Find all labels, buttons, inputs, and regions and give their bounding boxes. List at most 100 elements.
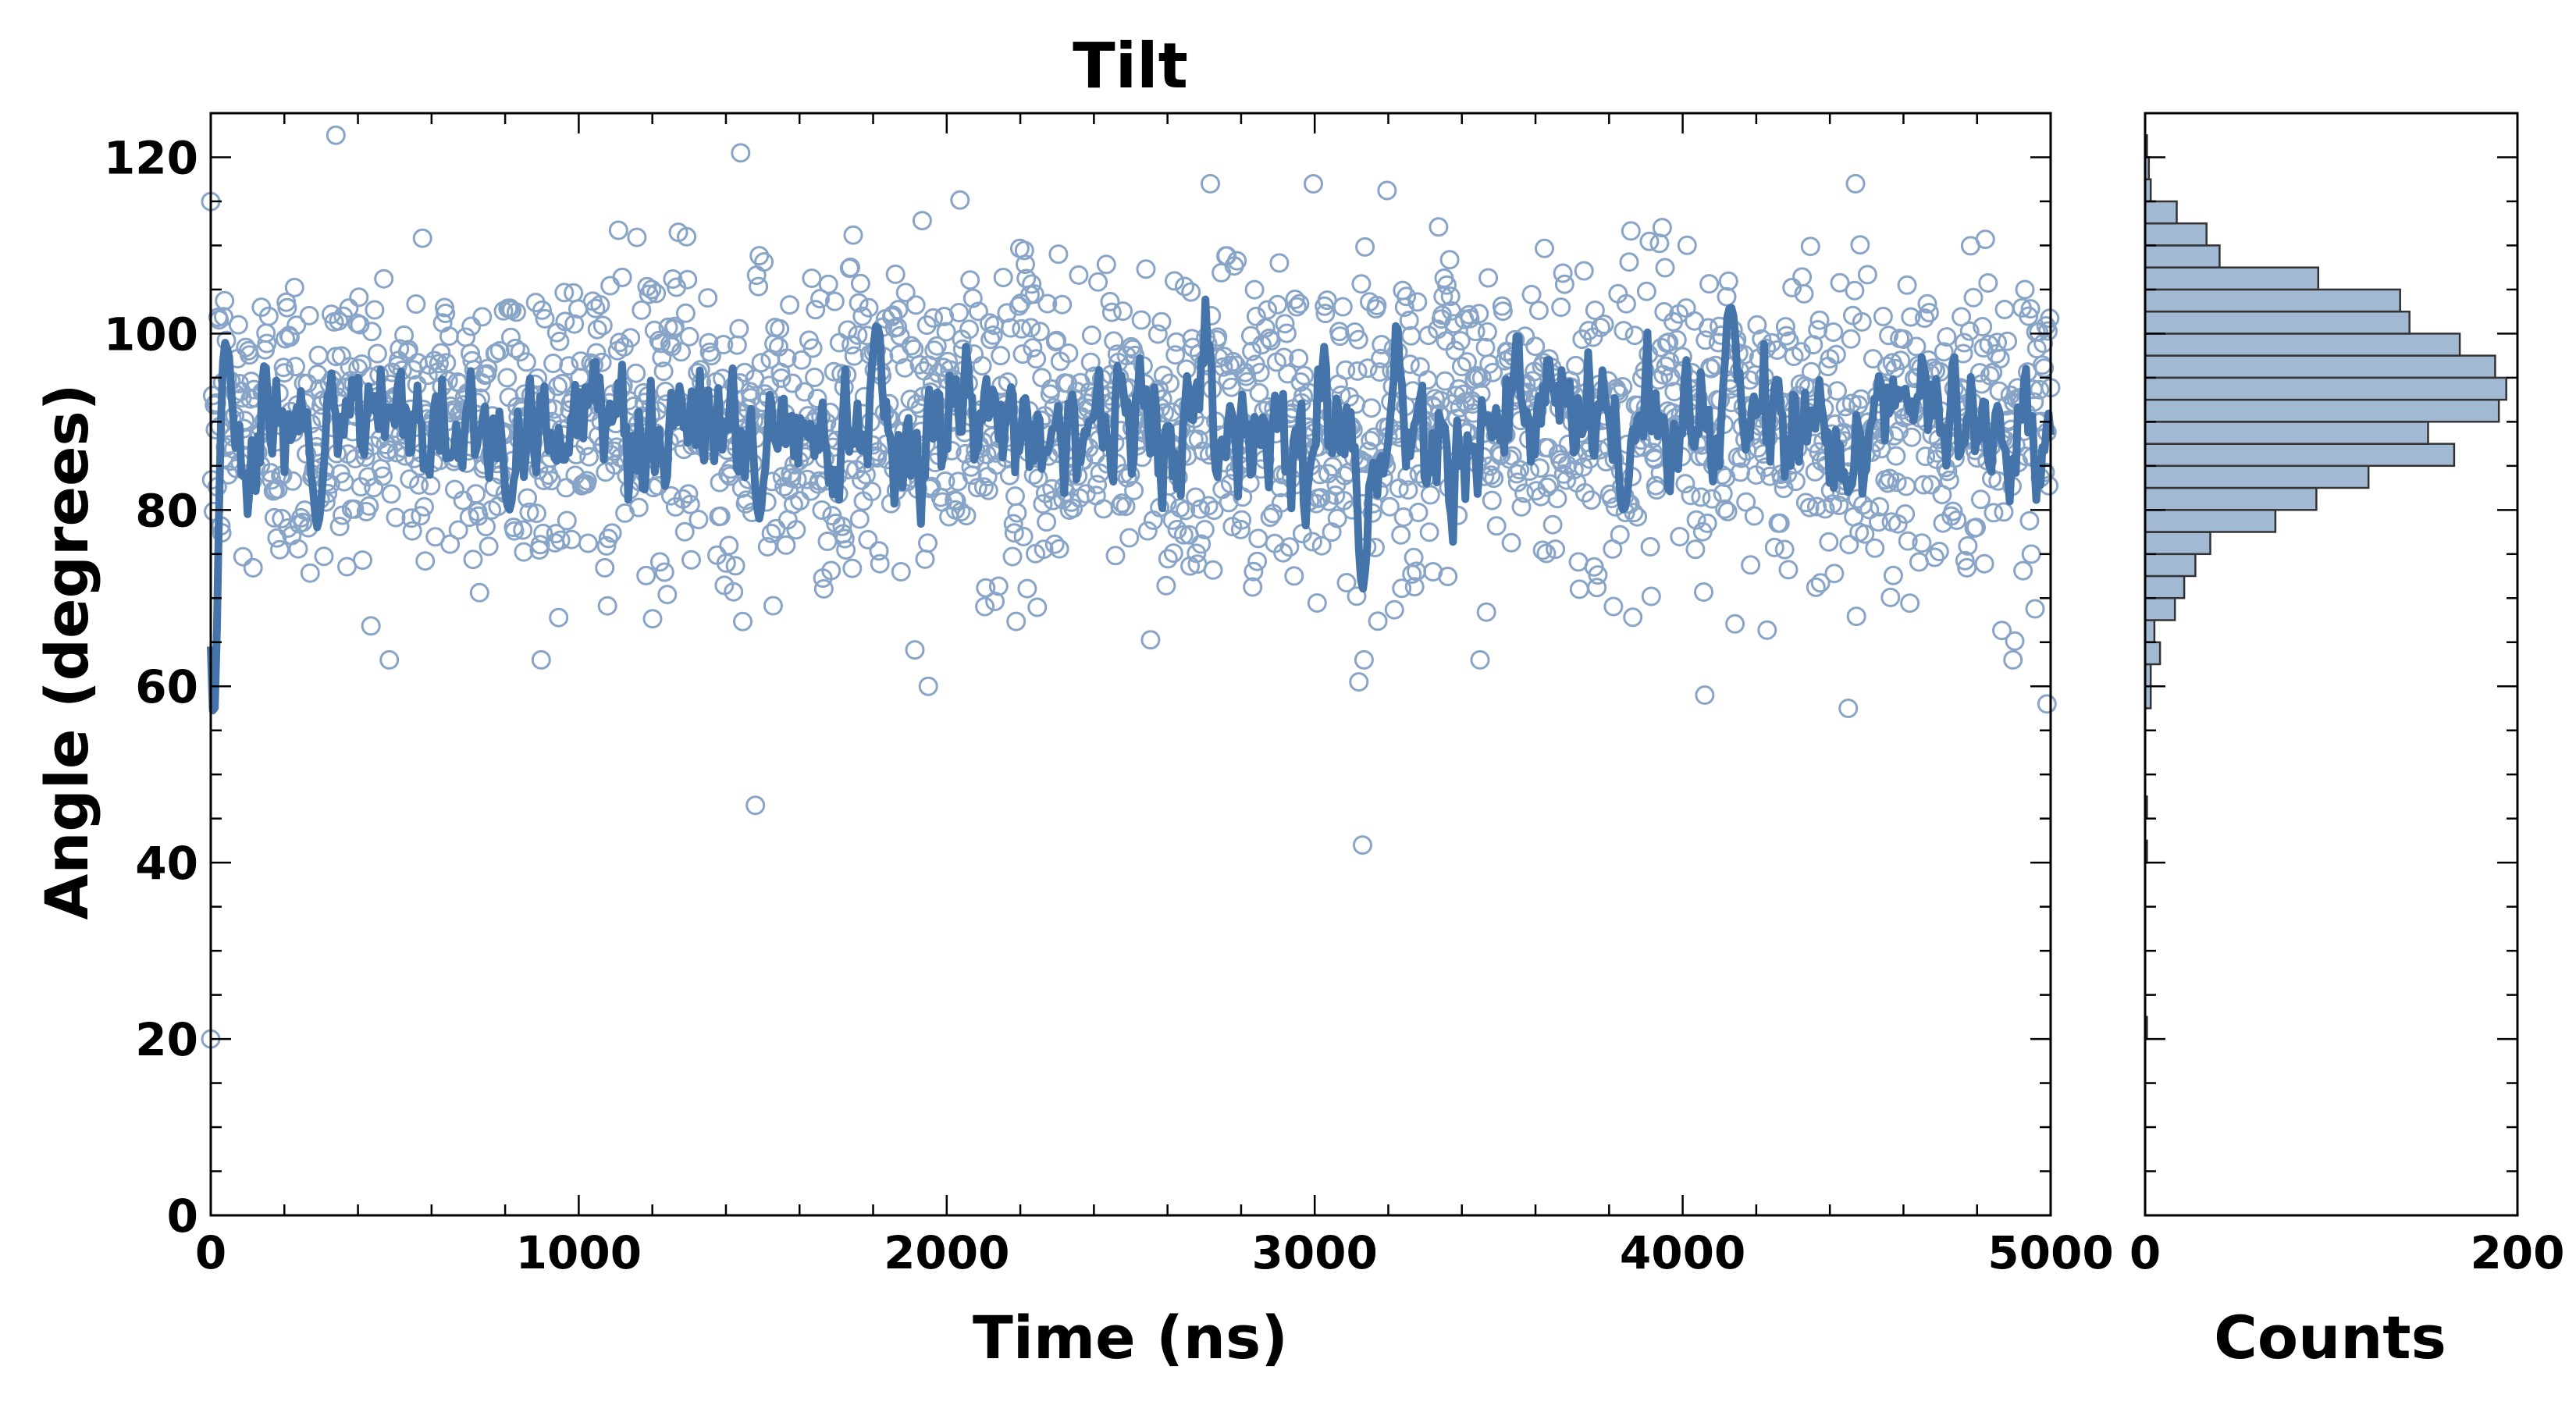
scatter-point — [725, 556, 745, 576]
scatter-point — [1973, 317, 1993, 336]
scatter-point — [1137, 521, 1158, 541]
scatter-point — [1992, 621, 2012, 641]
scatter-point — [949, 303, 970, 322]
scatter-point — [1778, 560, 1799, 580]
scatter-point — [1094, 499, 1114, 519]
scatter-point — [1501, 532, 1521, 553]
scatter-point — [849, 509, 870, 529]
scatter-point — [1237, 372, 1258, 392]
scatter-point — [1528, 301, 1549, 321]
scatter-point — [284, 277, 304, 297]
scatter-point — [701, 346, 721, 366]
scatter-point — [1005, 486, 1025, 507]
scatter-point — [461, 316, 482, 336]
scatter-point — [934, 307, 955, 326]
scatter-point — [843, 225, 863, 245]
histogram-bar — [2144, 244, 2221, 269]
scatter-point — [923, 308, 944, 328]
scatter-point — [649, 552, 670, 572]
hist-x-tick-label: 200 — [2470, 1226, 2564, 1279]
scatter-point — [608, 220, 628, 240]
scatter-point — [776, 535, 796, 555]
scatter-point — [277, 297, 297, 318]
scatter-point — [1757, 620, 1777, 640]
scatter-point — [1124, 480, 1144, 500]
scatter-point — [1585, 301, 1605, 320]
scatter-point — [1397, 286, 1417, 307]
scatter-point — [1969, 363, 1990, 382]
scatter-point — [927, 336, 947, 356]
scatter-point — [1279, 537, 1300, 557]
scatter-point — [381, 484, 401, 504]
scatter-point — [1530, 458, 1550, 478]
scatter-point — [549, 607, 569, 628]
scatter-point — [1799, 497, 1820, 518]
scatter-point — [1958, 535, 1978, 556]
scatter-point — [1652, 218, 1672, 238]
scatter-point — [1718, 271, 1738, 291]
scatter-point — [1349, 672, 1369, 692]
scatter-point — [1554, 274, 1574, 294]
scatter-point — [1419, 522, 1439, 542]
scatter-point — [1248, 528, 1268, 549]
scatter-point — [849, 293, 869, 313]
scatter-point — [1465, 322, 1485, 342]
scatter-point — [1260, 507, 1280, 528]
scatter-point — [1027, 597, 1048, 617]
scatter-point — [1004, 523, 1024, 543]
scatter-point — [1113, 301, 1133, 322]
scatter-point — [532, 300, 552, 320]
scatter-point — [1244, 279, 1265, 300]
scatter-point — [1857, 265, 1877, 285]
scatter-point — [761, 523, 781, 543]
scatter-point — [841, 335, 862, 355]
scatter-point — [1536, 543, 1557, 564]
scatter-point — [848, 325, 868, 345]
scatter-point — [1059, 343, 1079, 363]
scatter-point — [2003, 649, 2023, 670]
scatter-point — [1841, 329, 1861, 349]
scatter-point — [602, 523, 622, 543]
scatter-point — [749, 246, 770, 266]
scatter-point — [946, 491, 966, 511]
scatter-point — [1030, 322, 1050, 342]
scatter-point — [373, 466, 393, 486]
scatter-point — [1420, 485, 1440, 505]
scatter-point — [960, 270, 980, 290]
scatter-point — [504, 521, 525, 541]
scatter-point — [1621, 221, 1641, 241]
scatter-point — [571, 351, 591, 372]
scatter-point — [1364, 427, 1384, 447]
scatter-point — [1619, 252, 1639, 272]
scatter-point — [1984, 503, 2004, 523]
scatter-point — [1063, 498, 1083, 518]
scatter-point — [429, 354, 449, 374]
scatter-point — [1507, 464, 1527, 484]
scatter-point — [909, 354, 930, 375]
scatter-point — [832, 516, 852, 536]
scatter-point — [1391, 525, 1411, 545]
scatter-point — [1865, 538, 1885, 558]
histogram-bar — [2144, 641, 2161, 666]
scatter-point — [976, 578, 996, 598]
scatter-point — [1994, 502, 2014, 522]
scatter-point — [1219, 355, 1240, 375]
scatter-point — [1869, 512, 1888, 532]
scatter-point — [859, 297, 879, 318]
scatter-point — [1203, 560, 1223, 580]
histogram-bar — [2144, 398, 2500, 423]
scatter-point — [1855, 524, 1875, 544]
scatter-point — [1048, 244, 1069, 265]
scatter-point — [1003, 514, 1023, 534]
x-tick-label: 5000 — [1987, 1226, 2113, 1279]
scatter-point — [1105, 546, 1126, 566]
scatter-point — [1286, 297, 1307, 317]
scatter-point — [1017, 578, 1037, 599]
scatter-point — [1639, 231, 1660, 251]
scatter-point — [1582, 490, 1602, 510]
scatter-point — [1906, 336, 1927, 357]
scatter-point — [1478, 268, 1499, 288]
scatter-point — [1384, 599, 1404, 620]
scatter-point — [469, 582, 489, 603]
scatter-point — [2005, 631, 2025, 651]
